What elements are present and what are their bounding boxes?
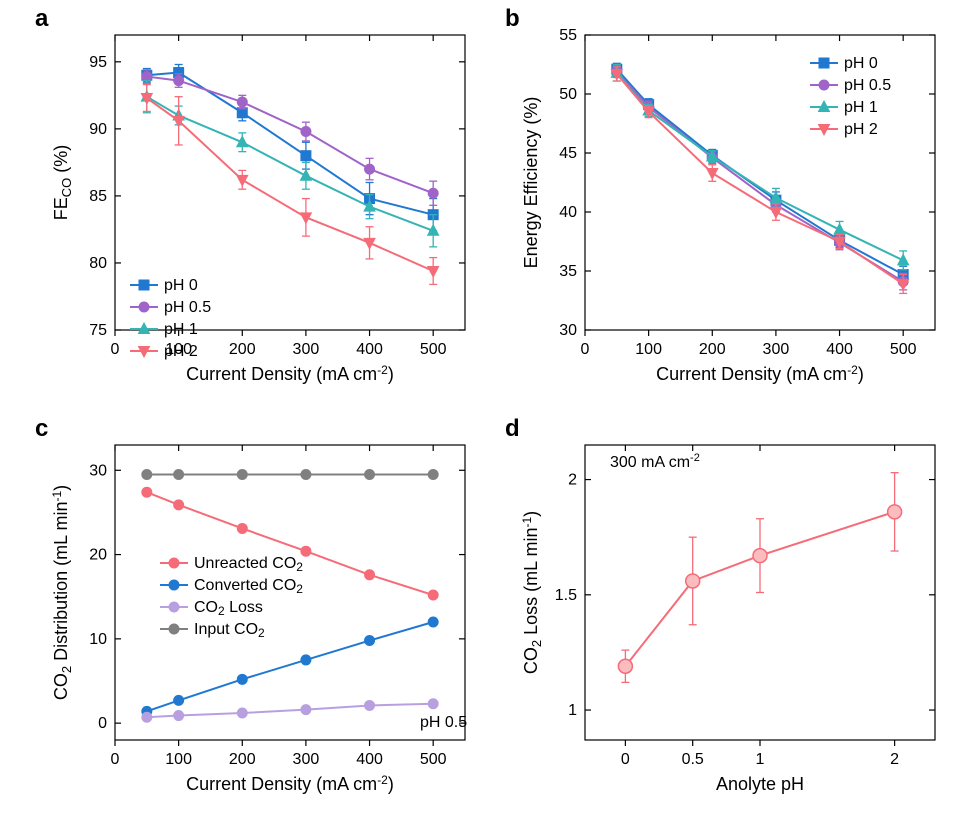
svg-text:500: 500	[420, 751, 447, 768]
svg-text:200: 200	[229, 751, 256, 768]
panel-b-chart: 0 100 200 300 400 500 30 35 40 45 50 55 Current Dens…	[510, 5, 950, 400]
svg-text:85: 85	[89, 188, 107, 205]
svg-text:Current Density (mA cm-2): Current Density (mA cm-2)	[656, 363, 864, 384]
svg-text:300 mA cm-2: 300 mA cm-2	[610, 452, 700, 471]
svg-text:CO2 Distribution (mL min-1): CO2 Distribution (mL min-1)	[50, 485, 74, 700]
panel-a-chart: 01002003004005007580859095Current Densit…	[40, 5, 480, 400]
svg-text:80: 80	[89, 255, 107, 272]
panel-c-chart: 0 100 200 300 400 500 0 10 20 30 Current Density (…	[40, 415, 480, 810]
svg-text:0.5: 0.5	[682, 751, 704, 768]
figure-container: a b c d 01002003004005007580859095Curren…	[0, 0, 975, 826]
svg-text:pH 1: pH 1	[844, 99, 878, 116]
svg-text:45: 45	[559, 145, 577, 162]
svg-text:90: 90	[89, 121, 107, 138]
svg-text:CO2 Loss: CO2 Loss	[194, 599, 263, 618]
svg-text:300: 300	[293, 751, 320, 768]
svg-text:FECO (%): FECO (%)	[51, 145, 74, 221]
svg-text:pH 0.5: pH 0.5	[420, 714, 467, 731]
svg-text:35: 35	[559, 263, 577, 280]
svg-text:0: 0	[621, 751, 630, 768]
svg-text:pH 0: pH 0	[844, 55, 878, 72]
svg-text:Unreacted CO2: Unreacted CO2	[194, 555, 303, 574]
svg-text:CO2 Loss (mL min-1): CO2 Loss (mL min-1)	[520, 511, 544, 674]
svg-text:pH 1: pH 1	[164, 321, 198, 338]
svg-text:55: 55	[559, 27, 577, 44]
svg-text:400: 400	[356, 341, 383, 358]
svg-text:500: 500	[420, 341, 447, 358]
svg-text:pH 0: pH 0	[164, 277, 198, 294]
svg-text:2: 2	[890, 751, 899, 768]
svg-text:300: 300	[763, 341, 790, 358]
svg-text:75: 75	[89, 322, 107, 339]
svg-text:Anolyte pH: Anolyte pH	[716, 774, 804, 794]
svg-text:Current Density (mA cm-2): Current Density (mA cm-2)	[186, 773, 394, 794]
svg-text:0: 0	[581, 341, 590, 358]
svg-text:1: 1	[568, 702, 577, 719]
svg-text:pH 2: pH 2	[164, 343, 198, 360]
svg-text:95: 95	[89, 54, 107, 71]
svg-text:pH 0.5: pH 0.5	[164, 299, 211, 316]
svg-text:400: 400	[356, 751, 383, 768]
svg-text:0: 0	[111, 341, 120, 358]
svg-text:30: 30	[89, 462, 107, 479]
svg-text:pH 2: pH 2	[844, 121, 878, 138]
svg-text:100: 100	[635, 341, 662, 358]
svg-text:200: 200	[229, 341, 256, 358]
svg-text:500: 500	[890, 341, 917, 358]
svg-text:10: 10	[89, 631, 107, 648]
svg-text:30: 30	[559, 322, 577, 339]
svg-text:300: 300	[293, 341, 320, 358]
svg-text:Converted CO2: Converted CO2	[194, 577, 303, 596]
svg-text:0: 0	[111, 751, 120, 768]
svg-text:20: 20	[89, 547, 107, 564]
svg-text:pH 0.5: pH 0.5	[844, 77, 891, 94]
svg-text:0: 0	[98, 715, 107, 732]
svg-text:50: 50	[559, 86, 577, 103]
svg-text:2: 2	[568, 472, 577, 489]
svg-text:100: 100	[165, 751, 192, 768]
svg-text:Current Density (mA cm-2): Current Density (mA cm-2)	[186, 363, 394, 384]
svg-text:Energy Efficiency (%): Energy Efficiency (%)	[521, 97, 541, 269]
svg-text:200: 200	[699, 341, 726, 358]
panel-d-chart: 0 0.5 1 2 1 1.5 2 Anolyte pH CO2 Loss (mL min-1)…	[510, 415, 950, 810]
svg-text:Input CO2: Input CO2	[194, 621, 265, 640]
svg-text:400: 400	[826, 341, 853, 358]
svg-text:40: 40	[559, 204, 577, 221]
svg-text:1: 1	[756, 751, 765, 768]
svg-text:1.5: 1.5	[555, 587, 577, 604]
